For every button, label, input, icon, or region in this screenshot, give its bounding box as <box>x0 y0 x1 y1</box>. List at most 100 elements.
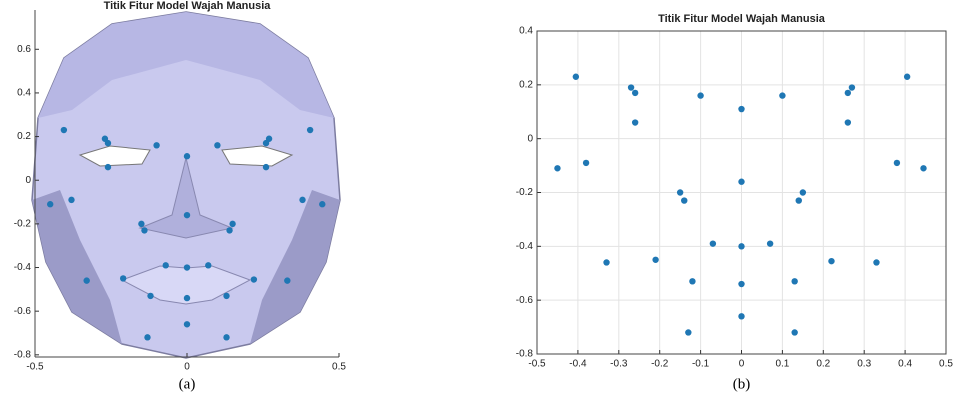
x-tick-label: 0.1 <box>775 359 789 370</box>
y-tick-label: -0.2 <box>14 219 32 230</box>
x-tick-label: 0 <box>739 359 745 370</box>
point <box>214 142 221 149</box>
left-eye <box>78 145 151 167</box>
point <box>284 277 291 284</box>
point <box>47 201 54 208</box>
point <box>799 189 807 196</box>
nose <box>138 157 234 239</box>
chart-title: Titik Fitur Model Wajah Manusia <box>104 0 272 12</box>
x-tick-label: -0.5 <box>528 359 546 370</box>
point <box>676 189 684 196</box>
point <box>306 126 314 134</box>
y-tick-label: 0 <box>527 133 533 144</box>
caption: (a) <box>179 376 196 392</box>
point <box>873 259 880 266</box>
point <box>844 89 852 97</box>
plot-frame <box>536 30 947 355</box>
y-tick-label: 0 <box>25 175 31 186</box>
right-eye <box>221 145 294 167</box>
point <box>119 275 127 282</box>
right-cheek-shade <box>250 190 340 344</box>
point <box>223 334 230 341</box>
point <box>697 92 704 99</box>
x-tick-label: 0 <box>184 362 190 373</box>
point <box>104 163 112 171</box>
point <box>738 280 745 288</box>
forehead-shade <box>38 12 334 118</box>
point <box>299 196 306 204</box>
point <box>709 240 717 247</box>
y-tick-label: 0.4 <box>519 26 533 37</box>
point <box>893 159 901 167</box>
y-tick-label: -0.6 <box>516 295 534 306</box>
mouth <box>120 265 252 305</box>
x-tick-label: 0.5 <box>332 362 346 373</box>
y-tick-label: -0.6 <box>14 306 32 317</box>
point <box>627 84 635 91</box>
point <box>689 278 696 285</box>
point <box>631 89 639 97</box>
point <box>631 119 639 126</box>
y-tick-label: 0.2 <box>519 79 533 90</box>
point <box>791 329 798 336</box>
point <box>250 276 258 283</box>
point <box>183 264 191 271</box>
point <box>738 105 745 113</box>
x-tick-label: 0.3 <box>857 359 871 370</box>
x-tick-label: -0.1 <box>692 359 710 370</box>
left-cheek-shade <box>32 190 122 344</box>
point <box>60 126 68 134</box>
y-tick-label: 0.4 <box>17 88 31 99</box>
point <box>83 277 90 284</box>
point <box>685 329 692 336</box>
point <box>738 178 745 185</box>
y-tick-label: -0.4 <box>516 241 534 252</box>
y-tick-label: 0.2 <box>17 131 31 142</box>
point <box>766 240 774 247</box>
point <box>828 257 835 265</box>
point <box>262 163 270 171</box>
point <box>572 73 580 80</box>
chart-title: Titik Fitur Model Wajah Manusia <box>658 13 826 25</box>
point <box>554 165 561 172</box>
x-tick-label: -0.2 <box>651 359 669 370</box>
x-tick-label: 0.5 <box>939 359 953 370</box>
point <box>652 256 659 263</box>
y-tick-label: -0.4 <box>14 262 32 273</box>
point <box>183 294 191 302</box>
point <box>226 227 233 234</box>
x-tick-label: -0.5 <box>26 362 44 373</box>
point <box>738 243 745 250</box>
point <box>779 92 786 99</box>
point <box>183 211 191 219</box>
y-tick-label: 0.6 <box>17 44 31 55</box>
point <box>738 313 745 320</box>
point <box>144 334 151 341</box>
point <box>183 153 191 160</box>
y-tick-label: -0.2 <box>516 187 534 198</box>
point <box>582 159 590 167</box>
point <box>681 197 688 204</box>
point <box>903 73 911 80</box>
point <box>920 165 927 172</box>
x-tick-label: 0.4 <box>898 359 912 370</box>
point <box>205 262 212 269</box>
point <box>153 142 160 149</box>
point <box>147 292 154 300</box>
point <box>223 292 230 300</box>
point <box>795 197 802 204</box>
point <box>603 259 610 266</box>
face-render <box>31 11 341 359</box>
x-tick-label: 0.2 <box>816 359 830 370</box>
y-tick-label: -0.8 <box>14 349 32 360</box>
y-tick-label: -0.8 <box>516 349 534 360</box>
point <box>68 196 75 204</box>
point <box>162 262 169 269</box>
point <box>141 227 148 234</box>
point <box>791 278 798 285</box>
x-tick-label: -0.3 <box>610 359 628 370</box>
point <box>138 220 145 228</box>
point <box>262 139 270 147</box>
